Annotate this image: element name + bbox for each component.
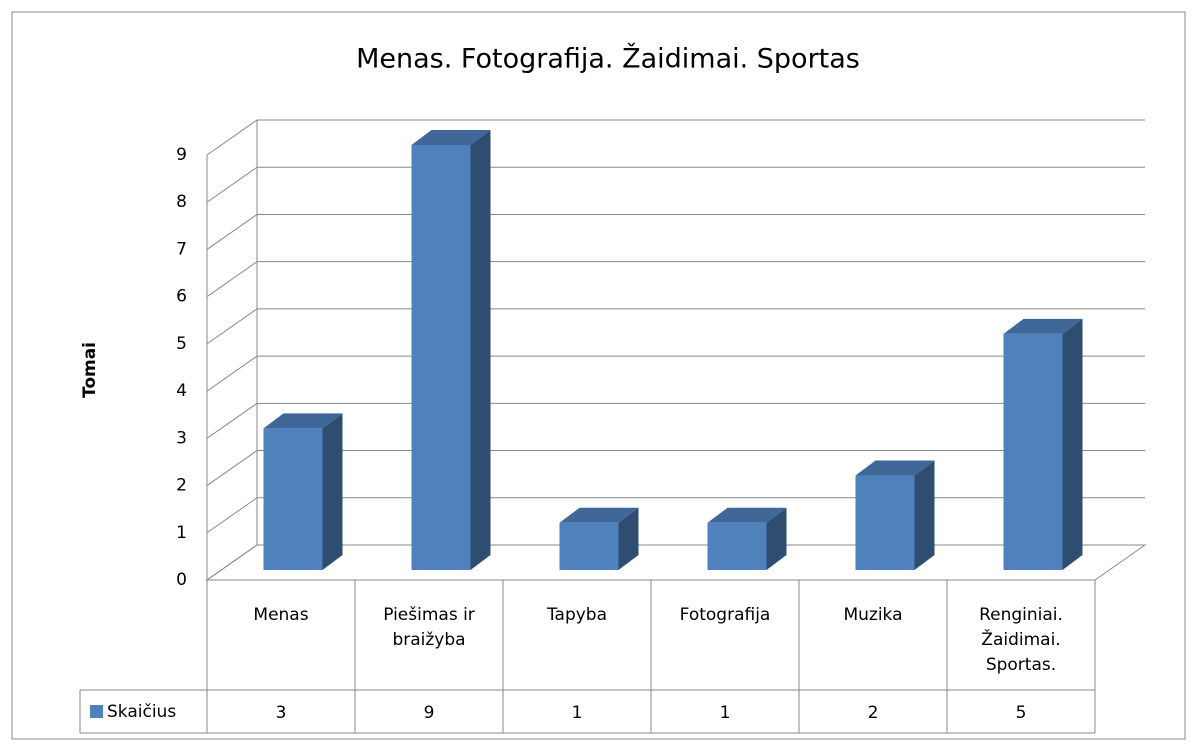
y-axis-label: Tomai [80,342,100,398]
y-tick-label: 8 [176,192,187,212]
bar-side [470,130,491,570]
bar-side [914,460,935,570]
category-label: Piešimas ir braižyba [383,605,475,650]
bar-side [618,507,639,570]
bar-top [855,460,935,476]
y-tick-label: 4 [176,381,187,401]
grid-line [206,261,258,298]
bar-top [263,413,343,429]
grid-line [206,450,258,486]
bar [559,522,619,570]
bar-side [766,507,787,570]
grid-line [206,214,258,250]
grid-line [206,402,258,439]
grid-line [206,544,258,581]
table-value: 2 [868,703,879,723]
bar-top [707,507,787,523]
y-tick-label: 3 [176,428,187,448]
bar-top [1003,318,1083,334]
legend-key [90,705,103,718]
y-tick-label: 9 [176,145,187,165]
chart-title: Menas. Fotografija. Žaidimai. Sportas [356,43,860,75]
table-value: 3 [276,703,287,723]
table-value: 1 [720,703,731,723]
category-label: Fotografija [679,605,771,625]
y-tick-label: 5 [176,334,187,354]
y-tick-label: 1 [176,523,187,543]
table-value: 1 [572,703,583,723]
grid-line [206,308,258,345]
bar-top [411,130,491,145]
y-tick-label: 7 [176,239,187,259]
category-label: Tapyba [546,605,608,625]
bar [1003,333,1063,570]
bar [411,145,471,570]
category-label: Renginiai. Žaidimai. Sportas. [979,605,1063,675]
bar [707,522,767,570]
category-label: Menas [253,605,309,625]
table-value: 5 [1016,703,1027,723]
legend-label: Skaičius [107,702,176,722]
y-tick-label: 2 [176,476,187,496]
grid-line [206,119,258,156]
category-label: Muzika [843,605,903,625]
grid-line [206,166,258,203]
bar [855,475,915,570]
grid-line [206,355,258,392]
bar-side [1062,318,1083,570]
bar [263,428,323,570]
bar-top [559,507,639,523]
bar-side [322,413,343,570]
table-value: 9 [424,703,435,723]
grid-line [206,497,258,534]
y-tick-label: 0 [176,570,187,590]
y-tick-label: 6 [176,287,187,307]
